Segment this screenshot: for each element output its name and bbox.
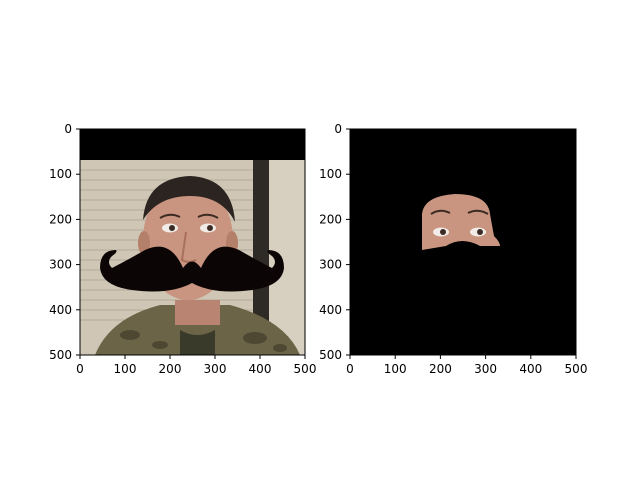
left-ear xyxy=(138,231,150,255)
right-image xyxy=(350,129,576,355)
left-xtick-label: 500 xyxy=(294,362,317,376)
right-xtick-label: 300 xyxy=(474,362,497,376)
right-image-panel xyxy=(349,128,577,356)
left-ytick-label: 0 xyxy=(64,122,72,136)
mustache xyxy=(100,246,284,292)
left-ytick-label: 300 xyxy=(49,258,72,272)
left-xtick-label: 100 xyxy=(114,362,137,376)
right-xtick-label: 200 xyxy=(429,362,452,376)
right-ytick-label: 500 xyxy=(319,348,342,362)
left-ytick-label: 200 xyxy=(49,212,72,226)
right-xtick-label: 100 xyxy=(384,362,407,376)
left-image xyxy=(80,129,305,355)
left-xtick-label: 0 xyxy=(76,362,84,376)
left-ytick-label: 500 xyxy=(49,348,72,362)
right-ytick-label: 200 xyxy=(319,212,342,226)
left-xtick-label: 300 xyxy=(204,362,227,376)
hair xyxy=(143,176,235,222)
right-eyebrow xyxy=(197,213,219,219)
right-xtick-label: 400 xyxy=(519,362,542,376)
shirt-collar xyxy=(180,330,215,355)
right-axes-frame xyxy=(349,128,577,356)
left-xtick-label: 400 xyxy=(249,362,272,376)
nose xyxy=(180,231,197,263)
right-ytick-label: 100 xyxy=(319,167,342,181)
left-image-panel xyxy=(79,128,306,356)
right-xtick-label: 0 xyxy=(346,362,354,376)
right-xtick-label: 500 xyxy=(565,362,588,376)
left-axes-frame xyxy=(79,128,306,356)
left-ytick-label: 100 xyxy=(49,167,72,181)
cutout-face xyxy=(422,194,500,250)
left-xtick-label: 200 xyxy=(159,362,182,376)
left-ytick-label: 400 xyxy=(49,303,72,317)
camo-spots xyxy=(120,330,287,352)
left-eyebrow xyxy=(159,213,181,219)
door-frame xyxy=(253,160,269,355)
neck xyxy=(175,300,220,325)
axis-ticks: 0 100 200 300 400 500 0 100 200 300 400 500 0 100 200 3… xyxy=(49,122,587,376)
right-ytick-label: 0 xyxy=(334,122,342,136)
right-ytick-label: 400 xyxy=(319,303,342,317)
right-ytick-label: 300 xyxy=(319,258,342,272)
